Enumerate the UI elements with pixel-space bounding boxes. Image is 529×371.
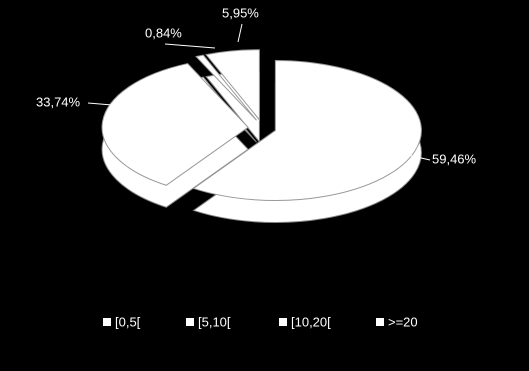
legend-label: [0,5[ — [115, 314, 141, 329]
leader-line — [237, 23, 243, 43]
legend-label: >=20 — [388, 314, 418, 329]
leader-line — [407, 154, 431, 161]
leader-line — [164, 43, 216, 49]
legend-swatch — [103, 318, 111, 326]
slice — [205, 49, 260, 122]
slice — [101, 63, 249, 186]
slice — [195, 54, 257, 121]
legend-swatch — [376, 318, 384, 326]
leader-line — [87, 102, 113, 106]
data-label: 0,84% — [145, 25, 182, 40]
data-label: 33,74% — [36, 94, 81, 109]
legend-label: [10,20[ — [291, 314, 331, 329]
legend-label: [5,10[ — [198, 314, 231, 329]
data-label: 5,95% — [222, 5, 259, 20]
legend-swatch — [279, 318, 287, 326]
data-label: 59,46% — [432, 151, 477, 166]
legend-swatch — [186, 318, 194, 326]
slice — [192, 59, 422, 201]
